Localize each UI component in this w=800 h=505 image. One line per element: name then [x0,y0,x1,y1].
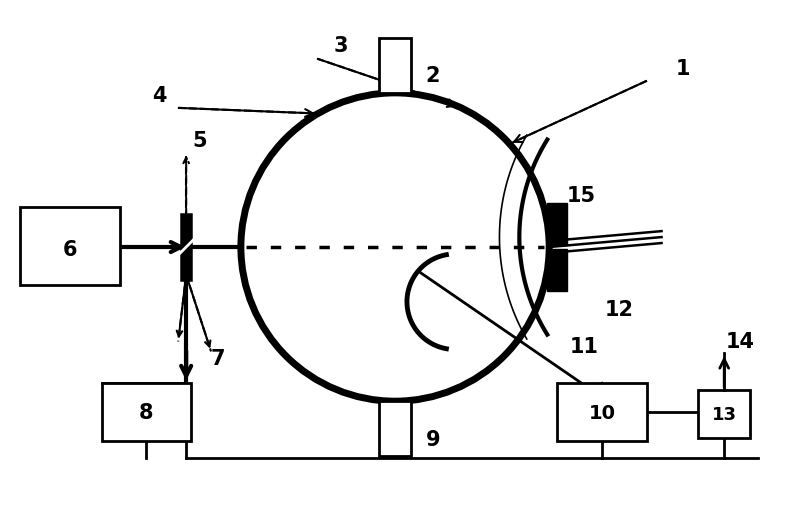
Text: 10: 10 [588,403,615,422]
Bar [557,383,646,441]
Bar [379,401,411,456]
Text: 7: 7 [210,349,226,369]
Bar [698,390,750,438]
Bar [20,208,119,285]
Bar [547,204,567,245]
Text: 6: 6 [62,239,77,260]
Text: 14: 14 [726,331,754,351]
Text: 12: 12 [604,299,634,319]
Text: 13: 13 [712,406,737,423]
Text: 8: 8 [139,402,154,422]
Text: 9: 9 [426,429,440,449]
Bar [102,383,191,441]
Text: 11: 11 [570,337,598,357]
Text: 4: 4 [152,86,166,106]
Bar [547,249,567,291]
Text: 1: 1 [676,59,690,79]
Text: 15: 15 [566,186,595,206]
Text: 3: 3 [333,36,347,56]
Text: 2: 2 [426,66,440,86]
Text: 5: 5 [193,130,207,150]
Bar [379,39,411,94]
